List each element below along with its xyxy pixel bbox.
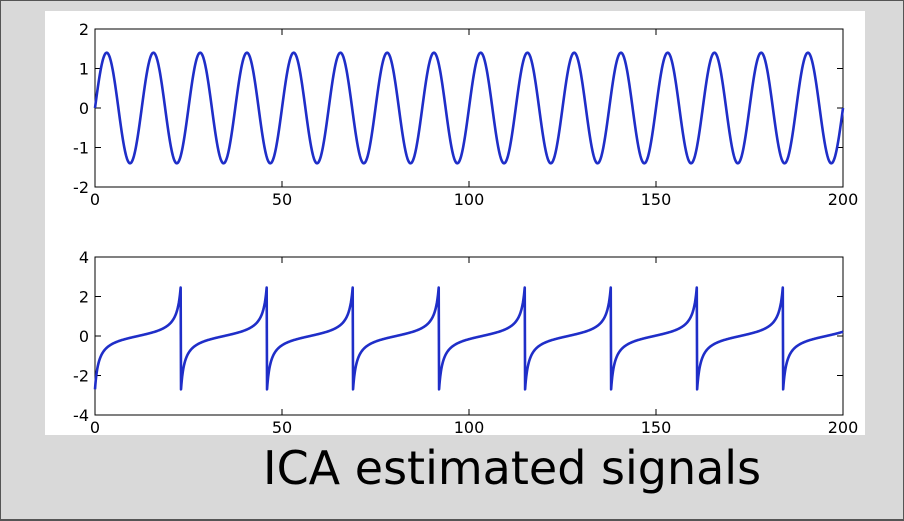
- series-line-1: [93, 51, 845, 165]
- y-tick-label: -2: [73, 367, 89, 386]
- x-tick-label: 0: [90, 190, 100, 209]
- x-tick-label: 50: [272, 190, 292, 209]
- figure-caption: ICA estimated signals: [263, 441, 762, 495]
- x-tick-label: 200: [828, 418, 859, 435]
- y-tick-label: -2: [73, 178, 89, 197]
- y-tick-label: 0: [79, 99, 89, 118]
- y-tick-label: 0: [79, 327, 89, 346]
- y-tick-label: -1: [73, 139, 89, 158]
- y-tick-label: -4: [73, 406, 89, 425]
- x-tick-label: 0: [90, 418, 100, 435]
- x-tick-label: 200: [828, 190, 859, 209]
- x-tick-label: 100: [454, 190, 485, 209]
- x-tick-label: 50: [272, 418, 292, 435]
- axes-box-2: [94, 256, 844, 416]
- chart-2: 0 50 100 150 200 -4 -2 0 2 4: [73, 248, 858, 435]
- y-tick-label: 1: [79, 60, 89, 79]
- y-tick-label: 4: [79, 248, 89, 267]
- x-tick-label: 100: [454, 418, 485, 435]
- series-line-2: [93, 286, 844, 391]
- figure-area: 0 50 100 150 200 -2 -1 0 1 2 0 50 100 150 200 -4 -2 0 2 4: [45, 11, 865, 435]
- x-tick-label: 150: [641, 418, 672, 435]
- y-tick-label: 2: [79, 20, 89, 39]
- y-tick-label: 2: [79, 288, 89, 307]
- x-tick-label: 150: [641, 190, 672, 209]
- chart-1: 0 50 100 150 200 -2 -1 0 1 2: [73, 20, 858, 209]
